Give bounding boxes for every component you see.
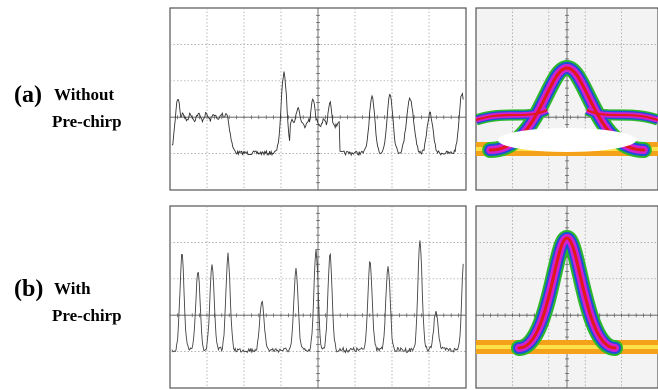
- panel-label: (a): [14, 82, 42, 108]
- eye-opening: [498, 128, 636, 152]
- panel-title: Pre-chirp: [52, 112, 122, 131]
- eye-band: [476, 345, 658, 349]
- scope-screen: [476, 8, 658, 190]
- panel-title: With: [54, 279, 91, 298]
- panel-title: Pre-chirp: [52, 306, 122, 325]
- panel-title: Without: [54, 85, 114, 104]
- panel-label: (b): [14, 276, 43, 302]
- figure: (a) Without Pre-chirp (b) With Pre-chirp: [0, 0, 658, 390]
- scope-screen: [170, 8, 466, 190]
